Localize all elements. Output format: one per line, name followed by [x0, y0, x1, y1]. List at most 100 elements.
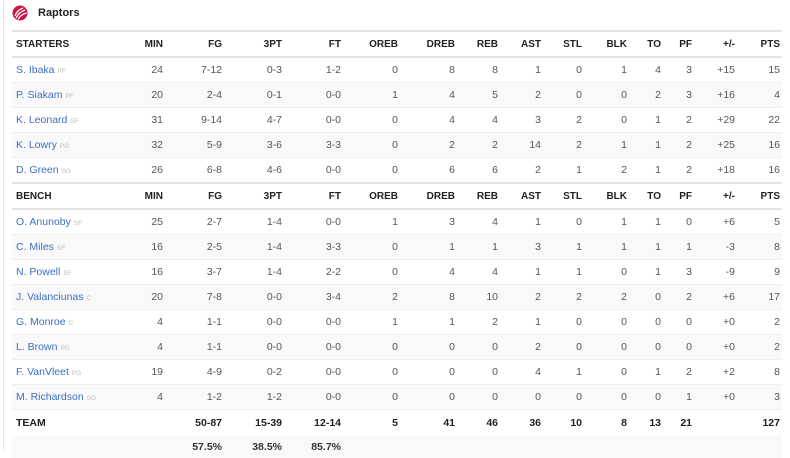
- stat-oreb: 0: [392, 241, 398, 253]
- stat-pf: 0: [686, 341, 692, 353]
- stat-min: 16: [151, 266, 163, 278]
- total-oreb: 5: [392, 417, 398, 429]
- stat-ast: 3: [535, 114, 541, 126]
- player-name-link[interactable]: M. Richardson: [16, 391, 84, 403]
- stat-to: 1: [655, 216, 661, 228]
- stat-dreb: 2: [449, 139, 455, 151]
- player-name-link[interactable]: K. Lowry: [16, 139, 57, 151]
- stat-ast: 4: [535, 366, 541, 378]
- player-name-link[interactable]: S. Ibaka: [16, 64, 55, 76]
- stat-to: 1: [655, 164, 661, 176]
- stat-ast: 1: [535, 64, 541, 76]
- column-header-fg: FG: [208, 190, 222, 202]
- player-row: M. Richardson SG 4 1-2 1-2 0-0 0 0 0 0 0 0 0 1 +0 3: [12, 384, 782, 410]
- stat-to: 1: [655, 266, 661, 278]
- stat-3pt: 1-4: [266, 266, 282, 278]
- total-min: [135, 410, 163, 437]
- column-header-blk: BLK: [606, 190, 627, 202]
- stat-reb: 10: [486, 291, 498, 303]
- player-row: L. Brown PG 4 1-1 0-0 0-0 0 0 0 2 0 0 0 0 +0 2: [12, 334, 782, 360]
- column-header-ft: FT: [328, 190, 341, 202]
- player-name-link[interactable]: O. Anunoby: [16, 216, 71, 228]
- stat-dreb: 0: [449, 391, 455, 403]
- player-name-link[interactable]: N. Powell: [16, 266, 61, 278]
- stat-3pt: 4-7: [266, 114, 282, 126]
- player-name-link[interactable]: K. Leonard: [16, 114, 68, 126]
- stat-to: 4: [655, 64, 661, 76]
- total-dreb: 41: [443, 417, 455, 429]
- stat-3pt: 0-0: [266, 291, 282, 303]
- stat-to: 1: [655, 139, 661, 151]
- percentage-blk: [582, 436, 627, 458]
- stat-to: 0: [655, 291, 661, 303]
- stat-dreb: 6: [449, 164, 455, 176]
- percentage-pts: [735, 436, 782, 458]
- stat-ft: 0-0: [325, 164, 341, 176]
- stat-plus-minus: -3: [725, 241, 735, 253]
- player-name-link[interactable]: J. Valanciunas: [16, 291, 84, 303]
- player-position: SF: [56, 245, 66, 252]
- column-header-pts: PTS: [760, 190, 780, 202]
- column-header-ast: AST: [521, 38, 541, 50]
- total-ft: 12-14: [314, 417, 341, 429]
- stat-dreb: 0: [449, 341, 455, 353]
- player-position: PF: [65, 93, 74, 100]
- percentage-ft: 85.7%: [282, 436, 341, 458]
- stat-min: 4: [157, 391, 163, 403]
- stat-stl: 2: [576, 139, 582, 151]
- player-name-link[interactable]: F. VanVleet: [16, 366, 69, 378]
- stat-3pt: 0-0: [266, 316, 282, 328]
- stat-3pt: 1-4: [266, 241, 282, 253]
- stat-pf: 2: [686, 114, 692, 126]
- stat-reb: 0: [492, 391, 498, 403]
- percentage-oreb: [341, 436, 398, 458]
- stat-oreb: 0: [392, 266, 398, 278]
- stat-pts: 4: [774, 89, 780, 101]
- total-stl: 10: [570, 417, 582, 429]
- stat-pf: 2: [686, 366, 692, 378]
- stat-blk: 1: [621, 139, 627, 151]
- stat-blk: 1: [621, 241, 627, 253]
- column-header-pf: PF: [679, 190, 692, 202]
- player-position: SG: [86, 395, 97, 402]
- stat-oreb: 1: [392, 89, 398, 101]
- stat-fg: 6-8: [206, 164, 222, 176]
- column-header-min: MIN: [144, 38, 163, 50]
- column-header-pts: PTS: [760, 38, 780, 50]
- team-totals-row: TEAM 50-87 15-39 12-14 5 41 46 36 10 8 13 21 127: [12, 410, 782, 437]
- stat-stl: 0: [576, 216, 582, 228]
- total-ast: 36: [529, 417, 541, 429]
- stat-stl: 0: [576, 64, 582, 76]
- total-to: 13: [649, 417, 661, 429]
- player-name-link[interactable]: G. Monroe: [16, 316, 66, 328]
- stat-pts: 8: [774, 241, 780, 253]
- total-reb: 46: [486, 417, 498, 429]
- player-position: C: [86, 295, 92, 302]
- player-name-link[interactable]: L. Brown: [16, 341, 58, 353]
- stat-3pt: 0-2: [266, 366, 282, 378]
- player-name-link[interactable]: C. Miles: [16, 241, 54, 253]
- stat-reb: 4: [492, 266, 498, 278]
- column-header-pf: PF: [679, 38, 692, 50]
- stat-blk: 0: [621, 114, 627, 126]
- player-row: J. Valanciunas C 20 7-8 0-0 3-4 2 8 10 2 2 2 0 2 +6 17: [12, 284, 782, 310]
- player-row: N. Powell SF 16 3-7 1-4 2-2 0 4 4 1 1 0 1 3 -9 9: [12, 260, 782, 285]
- stat-min: 32: [151, 139, 163, 151]
- stat-plus-minus: +29: [717, 114, 735, 126]
- stat-fg: 1-1: [206, 341, 222, 353]
- stat-min: 20: [151, 291, 163, 303]
- percentage-to: [627, 436, 661, 458]
- player-name-link[interactable]: P. Siakam: [16, 89, 63, 101]
- player-name-link[interactable]: D. Green: [16, 164, 59, 176]
- stat-oreb: 0: [392, 64, 398, 76]
- total-blk: 8: [621, 417, 627, 429]
- stat-ast: 1: [535, 266, 541, 278]
- player-row: K. Leonard SF 31 9-14 4-7 0-0 0 4 4 3 2 0 1 2 +29 22: [12, 108, 782, 133]
- column-header-stl: STL: [563, 190, 582, 202]
- stat-dreb: 4: [449, 266, 455, 278]
- stat-oreb: 0: [392, 114, 398, 126]
- stat-blk: 2: [621, 164, 627, 176]
- stat-pf: 3: [686, 89, 692, 101]
- stat-plus-minus: +15: [717, 64, 735, 76]
- player-row: O. Anunoby SF 25 2-7 1-4 0-0 1 3 4 1 0 1 1 0 +6 5: [12, 209, 782, 235]
